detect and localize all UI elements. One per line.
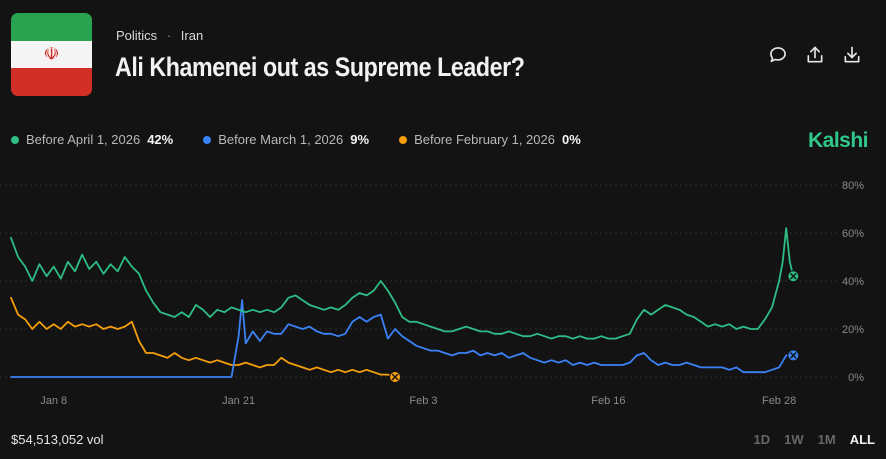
chart-legend: Before April 1, 2026 42% Before March 1,… [11, 132, 611, 147]
legend-value: 9% [350, 132, 370, 147]
comment-icon[interactable] [768, 45, 788, 65]
range-selector: 1D 1W 1M ALL [754, 432, 875, 447]
series-line [10, 227, 795, 340]
range-all-button[interactable]: ALL [849, 432, 875, 447]
share-icon[interactable] [805, 45, 825, 65]
subcategory-link[interactable]: Iran [180, 28, 204, 43]
y-tick-label: 0% [848, 372, 864, 384]
legend-value: 0% [561, 132, 581, 147]
y-tick-label: 40% [842, 276, 864, 288]
legend-item[interactable]: Before March 1, 2026 9% [203, 132, 369, 147]
legend-label: Before March 1, 2026 [218, 132, 344, 147]
action-bar [768, 45, 862, 65]
close-icon [790, 273, 797, 280]
x-tick-label: Jan 8 [40, 395, 67, 407]
volume-label: $54,513,052 vol [11, 432, 104, 447]
y-tick-label: 80% [842, 180, 864, 192]
legend-item[interactable]: Before February 1, 2026 0% [399, 132, 581, 147]
category-link[interactable]: Politics [116, 28, 158, 43]
download-icon[interactable] [842, 45, 862, 65]
close-icon [391, 373, 399, 381]
range-1m-button[interactable]: 1M [817, 432, 836, 447]
legend-dot [399, 135, 408, 144]
iran-flag-icon: ☫ [11, 13, 92, 96]
x-tick-label: Feb 16 [591, 395, 625, 407]
x-tick-label: Jan 21 [222, 395, 255, 407]
legend-label: Before April 1, 2026 [26, 132, 141, 147]
series-line [10, 299, 795, 378]
emblem-icon: ☫ [43, 44, 60, 64]
legend-dot [203, 135, 212, 144]
legend-item[interactable]: Before April 1, 2026 42% [11, 132, 173, 147]
range-1d-button[interactable]: 1D [753, 432, 771, 447]
close-icon [790, 352, 797, 359]
range-1w-button[interactable]: 1W [784, 432, 804, 447]
legend-dot [11, 135, 19, 144]
x-tick-label: Feb 3 [409, 395, 437, 407]
x-tick-label: Feb 28 [762, 395, 796, 407]
breadcrumb-separator: · [166, 28, 172, 43]
line-chart[interactable]: 0% 20% 40% 60% 80% Jan 8 Jan 21 Feb 3 Feb 16 Feb … [0, 160, 886, 415]
legend-value: 42% [147, 132, 174, 147]
legend-label: Before February 1, 2026 [414, 132, 555, 147]
series-line [10, 296, 396, 378]
brand-logo[interactable]: Kalshi [807, 129, 869, 152]
breadcrumb: Politics · Iran [116, 28, 203, 43]
y-tick-label: 60% [842, 228, 864, 240]
page-title: Ali Khamenei out as Supreme Leader? [115, 52, 525, 82]
y-tick-label: 20% [842, 324, 864, 336]
